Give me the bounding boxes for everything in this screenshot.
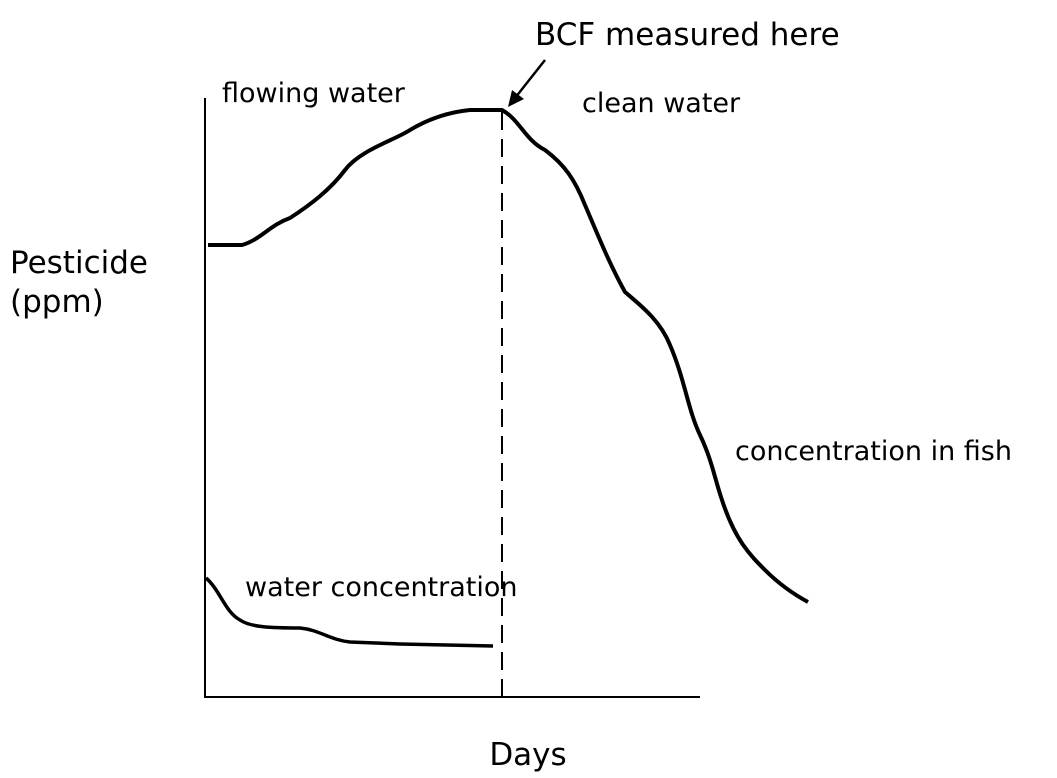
y-axis-label: (ppm) <box>10 284 104 320</box>
water-curve <box>204 576 494 648</box>
y-axis-label: Pesticide <box>10 245 148 281</box>
region-label: flowing water <box>222 78 406 109</box>
region-label: clean water <box>582 88 741 119</box>
curve-label: concentration in fish <box>735 436 1012 467</box>
annotation: BCF measured here <box>535 17 840 53</box>
arrow-head <box>508 90 524 107</box>
x-axis-label: Days <box>489 737 566 773</box>
arrow-shaft <box>514 59 546 99</box>
curve-label: water concentration <box>245 572 518 603</box>
fish-curve <box>208 108 809 604</box>
